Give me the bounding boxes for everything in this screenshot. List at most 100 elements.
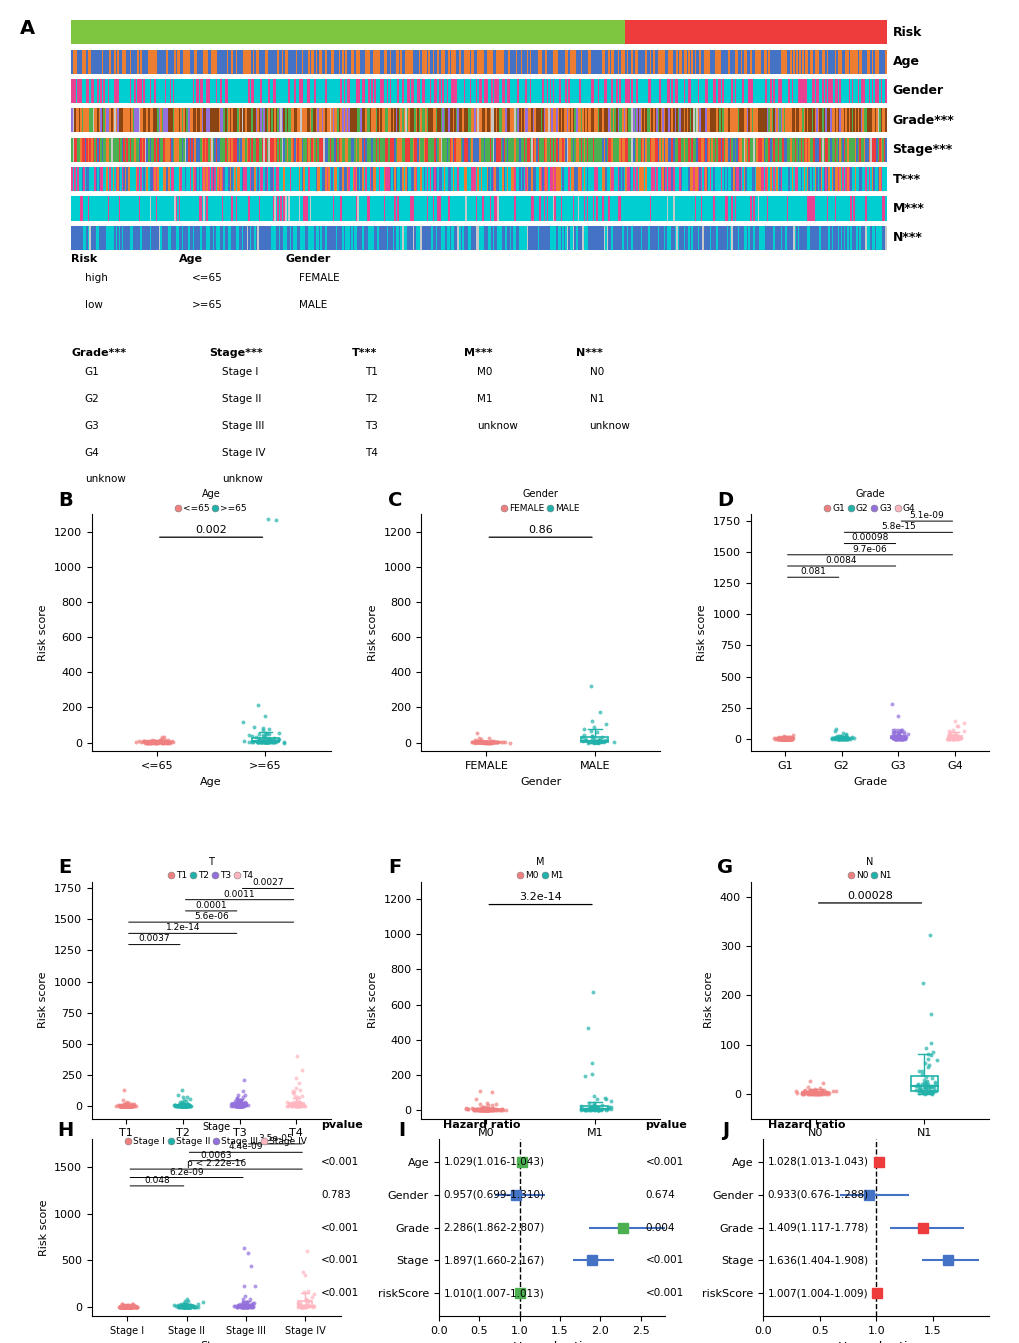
Point xyxy=(471,1099,487,1120)
Point xyxy=(472,731,488,752)
Point xyxy=(139,732,155,753)
Point xyxy=(236,1091,253,1112)
Point xyxy=(225,1096,242,1117)
Point xyxy=(157,731,173,752)
Point xyxy=(172,1095,189,1116)
Point xyxy=(805,1082,821,1104)
Point xyxy=(474,1099,490,1120)
Point xyxy=(127,1296,144,1317)
Point xyxy=(178,1296,195,1317)
Point xyxy=(781,728,797,749)
Point xyxy=(896,728,912,749)
Point xyxy=(776,728,793,749)
Y-axis label: Risk score: Risk score xyxy=(697,604,706,661)
Point xyxy=(948,728,964,749)
Point xyxy=(477,732,493,753)
Point xyxy=(825,728,842,749)
Point xyxy=(469,1099,485,1120)
Point xyxy=(468,732,484,753)
Point xyxy=(175,1095,192,1116)
Point xyxy=(587,1096,603,1117)
Point xyxy=(144,732,160,753)
Point xyxy=(147,732,163,753)
Point xyxy=(912,1078,928,1100)
Point xyxy=(122,1096,139,1117)
Point xyxy=(260,731,276,752)
Point xyxy=(777,728,794,749)
Point xyxy=(795,1081,811,1103)
Point xyxy=(467,1099,483,1120)
Point xyxy=(143,732,159,753)
Point xyxy=(236,1293,253,1315)
Point xyxy=(144,732,160,753)
Point xyxy=(146,731,162,752)
Point xyxy=(796,1081,812,1103)
Point xyxy=(177,1293,194,1315)
Point xyxy=(883,720,900,741)
Point xyxy=(271,723,287,744)
Point xyxy=(166,1096,182,1117)
Point xyxy=(172,1296,189,1317)
Point xyxy=(585,1085,601,1107)
Point xyxy=(138,731,154,752)
Point xyxy=(176,1296,193,1317)
Point xyxy=(816,1081,833,1103)
Point xyxy=(838,727,854,748)
Point xyxy=(184,1296,201,1317)
Point xyxy=(582,721,598,743)
Point xyxy=(480,1099,496,1120)
Point xyxy=(489,1099,505,1120)
Point xyxy=(118,1296,135,1317)
Point xyxy=(946,727,962,748)
Point xyxy=(590,1099,606,1120)
Point xyxy=(125,1093,142,1115)
Point xyxy=(171,1296,187,1317)
Point xyxy=(288,1095,305,1116)
Point xyxy=(123,1096,140,1117)
Point xyxy=(773,727,790,748)
Point xyxy=(226,1092,243,1113)
Point xyxy=(261,719,277,740)
Point xyxy=(591,728,607,749)
Point xyxy=(913,1081,929,1103)
Point xyxy=(182,1096,199,1117)
Point xyxy=(260,731,276,752)
Point xyxy=(114,1296,130,1317)
Point xyxy=(767,728,784,749)
Point xyxy=(478,732,494,753)
Point xyxy=(258,732,274,753)
Point xyxy=(306,1295,322,1316)
Point xyxy=(112,1096,128,1117)
Point xyxy=(298,1293,314,1315)
Text: unknow: unknow xyxy=(477,420,518,431)
Point xyxy=(256,731,272,752)
Point xyxy=(177,1096,194,1117)
Point xyxy=(467,731,483,752)
Point xyxy=(892,720,908,741)
Point xyxy=(172,1093,189,1115)
Point xyxy=(118,1096,135,1117)
Point xyxy=(492,732,508,753)
Text: Hazard ratio: Hazard ratio xyxy=(767,1120,845,1131)
Point xyxy=(226,1091,243,1112)
Point xyxy=(239,1095,256,1116)
Point xyxy=(115,1296,131,1317)
Point xyxy=(476,732,492,753)
Point xyxy=(118,1095,135,1116)
Point xyxy=(152,731,168,752)
Point xyxy=(769,728,786,749)
Point xyxy=(894,728,910,749)
Point xyxy=(245,1295,261,1316)
Text: 4.4e-09: 4.4e-09 xyxy=(228,1143,263,1151)
X-axis label: Hazard ratio: Hazard ratio xyxy=(837,1342,914,1343)
Point xyxy=(886,728,902,749)
Point xyxy=(247,1275,263,1296)
Point xyxy=(152,732,168,753)
Point xyxy=(286,1085,303,1107)
Text: 0.783: 0.783 xyxy=(321,1190,351,1199)
Point xyxy=(597,1099,613,1120)
Point xyxy=(113,1296,129,1317)
Point xyxy=(118,1095,135,1116)
Point xyxy=(807,1082,823,1104)
Point xyxy=(471,1099,487,1120)
